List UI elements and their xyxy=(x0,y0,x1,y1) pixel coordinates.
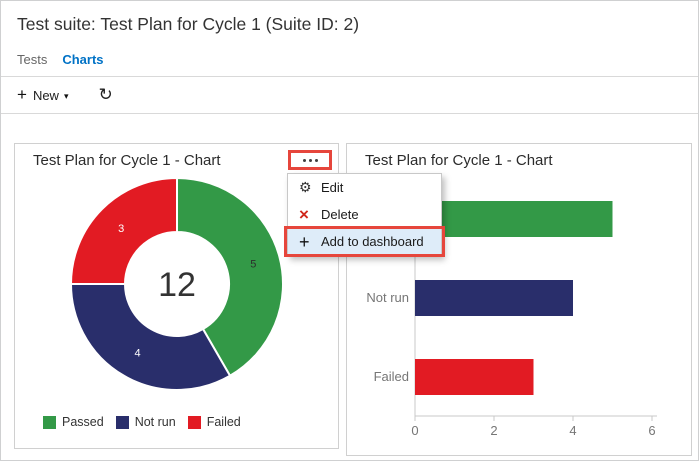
plus-icon: + xyxy=(299,231,310,252)
delete-x-icon: × xyxy=(299,204,309,224)
chart-card-donut: Test Plan for Cycle 1 - Chart 5 4 3 12 Pass… xyxy=(14,143,339,449)
passed-swatch xyxy=(43,415,56,429)
x-tick-label: 0 xyxy=(411,423,418,438)
new-button-label: New xyxy=(32,87,59,103)
x-tick-label: 6 xyxy=(648,423,655,438)
donut-chart-title: Test Plan for Cycle 1 - Chart xyxy=(33,152,221,169)
toolbar: + New ▾ ↻ xyxy=(15,83,115,107)
legend-item-passed: Passed xyxy=(43,415,104,429)
failed-swatch xyxy=(187,415,201,429)
chevron-down-icon: ▾ xyxy=(63,90,69,101)
more-options-button[interactable] xyxy=(288,150,332,170)
bar-chart-title: Test Plan for Cycle 1 - Chart xyxy=(365,152,553,169)
slice-value-label: 5 xyxy=(250,259,256,271)
gear-icon: ⚙ xyxy=(299,179,312,195)
menu-item-add-to-dashboard[interactable]: + Add to dashboard xyxy=(284,226,445,257)
bar-failed xyxy=(415,359,534,395)
plus-icon: + xyxy=(17,85,27,104)
tab-charts[interactable]: Charts xyxy=(62,52,104,67)
header-divider xyxy=(1,76,698,77)
new-button[interactable]: + New ▾ xyxy=(15,84,70,107)
ellipsis-icon xyxy=(302,158,306,162)
donut-slice-passed xyxy=(176,177,284,377)
legend-item-not-run: Not run xyxy=(115,415,176,429)
slice-value-label: 4 xyxy=(134,347,140,359)
donut-center-total: 12 xyxy=(158,266,196,304)
page-title: Test suite: Test Plan for Cycle 1 (Suite… xyxy=(17,14,360,34)
tab-tests[interactable]: Tests xyxy=(17,52,48,67)
not-run-swatch xyxy=(115,415,129,429)
x-tick-label: 2 xyxy=(490,423,497,438)
donut-chart: 5 4 3 12 xyxy=(70,177,284,391)
y-category-label: Failed xyxy=(374,369,409,384)
menu-item-delete[interactable]: × Delete xyxy=(299,204,359,224)
chart-legend: Passed Not run Failed xyxy=(43,415,241,429)
slice-value-label: 3 xyxy=(118,223,124,235)
menu-item-edit[interactable]: ⚙ Edit xyxy=(299,179,344,195)
tab-bar: Tests Charts xyxy=(17,52,104,67)
refresh-icon: ↻ xyxy=(98,85,113,104)
legend-item-failed: Failed xyxy=(187,415,241,429)
donut-slice-not-run xyxy=(70,283,231,391)
refresh-button[interactable]: ↻ xyxy=(96,83,114,107)
context-menu: ⚙ Edit × Delete + Add to dashboard xyxy=(284,173,445,257)
toolbar-divider xyxy=(1,113,698,114)
y-category-label: Not run xyxy=(366,290,409,305)
bar-not-run xyxy=(415,280,573,316)
x-tick-label: 4 xyxy=(569,423,576,438)
bar-passed xyxy=(415,201,613,237)
donut-slice-failed xyxy=(70,177,178,285)
